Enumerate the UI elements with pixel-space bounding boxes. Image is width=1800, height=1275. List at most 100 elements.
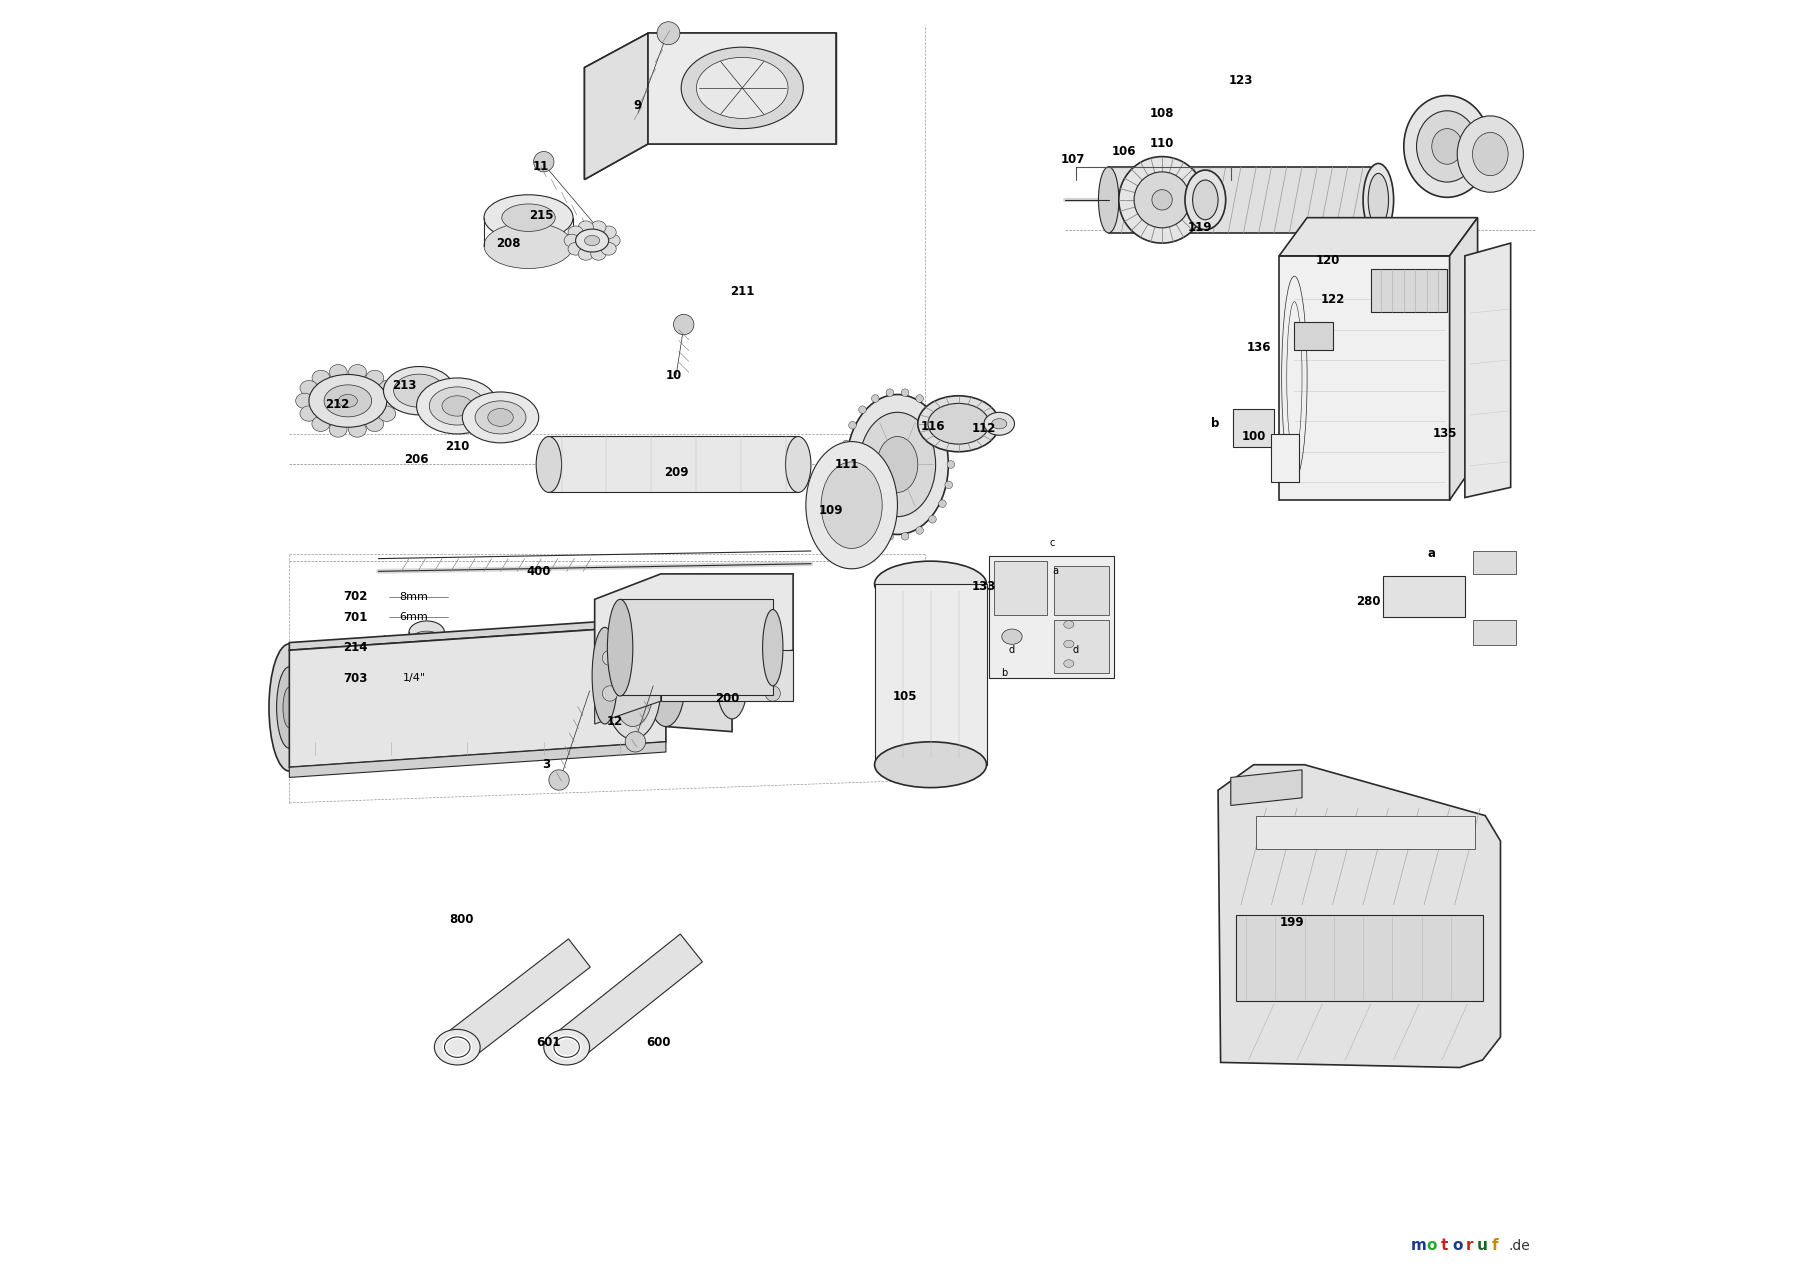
Text: 111: 111 [835, 458, 859, 470]
Text: 11: 11 [533, 161, 549, 173]
Ellipse shape [1363, 163, 1393, 236]
Text: 135: 135 [1433, 427, 1456, 440]
Ellipse shape [785, 436, 812, 492]
Ellipse shape [301, 380, 319, 395]
Polygon shape [666, 635, 733, 732]
Polygon shape [594, 574, 794, 676]
Ellipse shape [310, 375, 387, 427]
Ellipse shape [484, 195, 572, 241]
Ellipse shape [603, 686, 617, 701]
Polygon shape [290, 617, 666, 650]
Text: 100: 100 [1242, 430, 1265, 442]
Polygon shape [1472, 551, 1516, 574]
Ellipse shape [585, 236, 599, 246]
Bar [988, 556, 1114, 678]
Ellipse shape [992, 418, 1006, 428]
Ellipse shape [578, 221, 594, 233]
Ellipse shape [929, 403, 988, 444]
Ellipse shape [985, 412, 1015, 435]
Ellipse shape [409, 621, 445, 644]
Text: o: o [1453, 1238, 1462, 1253]
Ellipse shape [806, 441, 898, 569]
Ellipse shape [902, 389, 909, 397]
Ellipse shape [1098, 167, 1120, 233]
Ellipse shape [349, 422, 365, 437]
Ellipse shape [329, 365, 347, 380]
Ellipse shape [697, 57, 788, 119]
Ellipse shape [428, 386, 486, 425]
Ellipse shape [268, 644, 310, 771]
Ellipse shape [680, 47, 803, 129]
Ellipse shape [605, 638, 661, 740]
Ellipse shape [394, 374, 445, 407]
Ellipse shape [569, 242, 583, 255]
Text: 214: 214 [344, 641, 367, 654]
Polygon shape [875, 584, 986, 765]
Polygon shape [1280, 256, 1449, 500]
Ellipse shape [1134, 172, 1190, 228]
Ellipse shape [1458, 116, 1523, 193]
Text: b: b [1211, 417, 1220, 430]
Bar [1053, 620, 1109, 673]
Ellipse shape [886, 533, 893, 541]
Ellipse shape [576, 230, 608, 252]
Ellipse shape [578, 247, 594, 260]
Polygon shape [290, 742, 666, 778]
Text: 107: 107 [1060, 153, 1085, 166]
Ellipse shape [569, 226, 583, 238]
Ellipse shape [378, 405, 396, 421]
Ellipse shape [765, 650, 781, 666]
Text: 701: 701 [344, 611, 367, 623]
Ellipse shape [605, 235, 621, 247]
Polygon shape [1233, 408, 1274, 446]
Text: 10: 10 [666, 368, 682, 382]
Polygon shape [621, 599, 772, 695]
Ellipse shape [848, 422, 857, 430]
Text: 601: 601 [536, 1035, 562, 1048]
Ellipse shape [763, 609, 783, 686]
Ellipse shape [463, 391, 538, 442]
Ellipse shape [916, 395, 923, 403]
Text: 212: 212 [326, 398, 349, 411]
Ellipse shape [1368, 167, 1388, 233]
Text: 105: 105 [893, 690, 918, 703]
Text: 213: 213 [392, 379, 416, 393]
Ellipse shape [443, 395, 473, 416]
Ellipse shape [1184, 170, 1226, 230]
Ellipse shape [365, 416, 383, 431]
Ellipse shape [871, 527, 878, 534]
Text: 120: 120 [1316, 255, 1339, 268]
Text: c: c [1049, 538, 1055, 548]
Ellipse shape [846, 394, 949, 534]
Ellipse shape [277, 667, 302, 748]
Ellipse shape [374, 643, 394, 658]
Ellipse shape [916, 527, 923, 534]
Ellipse shape [1417, 111, 1478, 182]
Text: .de: .de [1508, 1239, 1530, 1253]
Ellipse shape [1064, 659, 1075, 667]
Text: 280: 280 [1355, 595, 1381, 608]
Text: 116: 116 [922, 419, 945, 432]
Text: 109: 109 [819, 504, 844, 516]
Text: 208: 208 [497, 237, 520, 250]
Polygon shape [367, 636, 403, 664]
Text: 702: 702 [344, 590, 367, 603]
Ellipse shape [349, 365, 367, 380]
Ellipse shape [382, 393, 400, 408]
Text: f: f [1492, 1238, 1499, 1253]
Polygon shape [556, 935, 702, 1061]
Ellipse shape [311, 370, 329, 385]
Ellipse shape [1368, 173, 1388, 227]
Ellipse shape [1152, 190, 1172, 210]
Text: 400: 400 [526, 565, 551, 578]
Ellipse shape [378, 380, 396, 395]
Text: 800: 800 [448, 913, 473, 927]
Text: 209: 209 [664, 465, 688, 478]
Ellipse shape [607, 599, 634, 696]
Ellipse shape [945, 481, 952, 488]
Ellipse shape [409, 631, 445, 654]
Ellipse shape [842, 481, 850, 488]
Text: 210: 210 [445, 440, 470, 453]
Ellipse shape [938, 500, 947, 507]
Polygon shape [290, 625, 666, 768]
